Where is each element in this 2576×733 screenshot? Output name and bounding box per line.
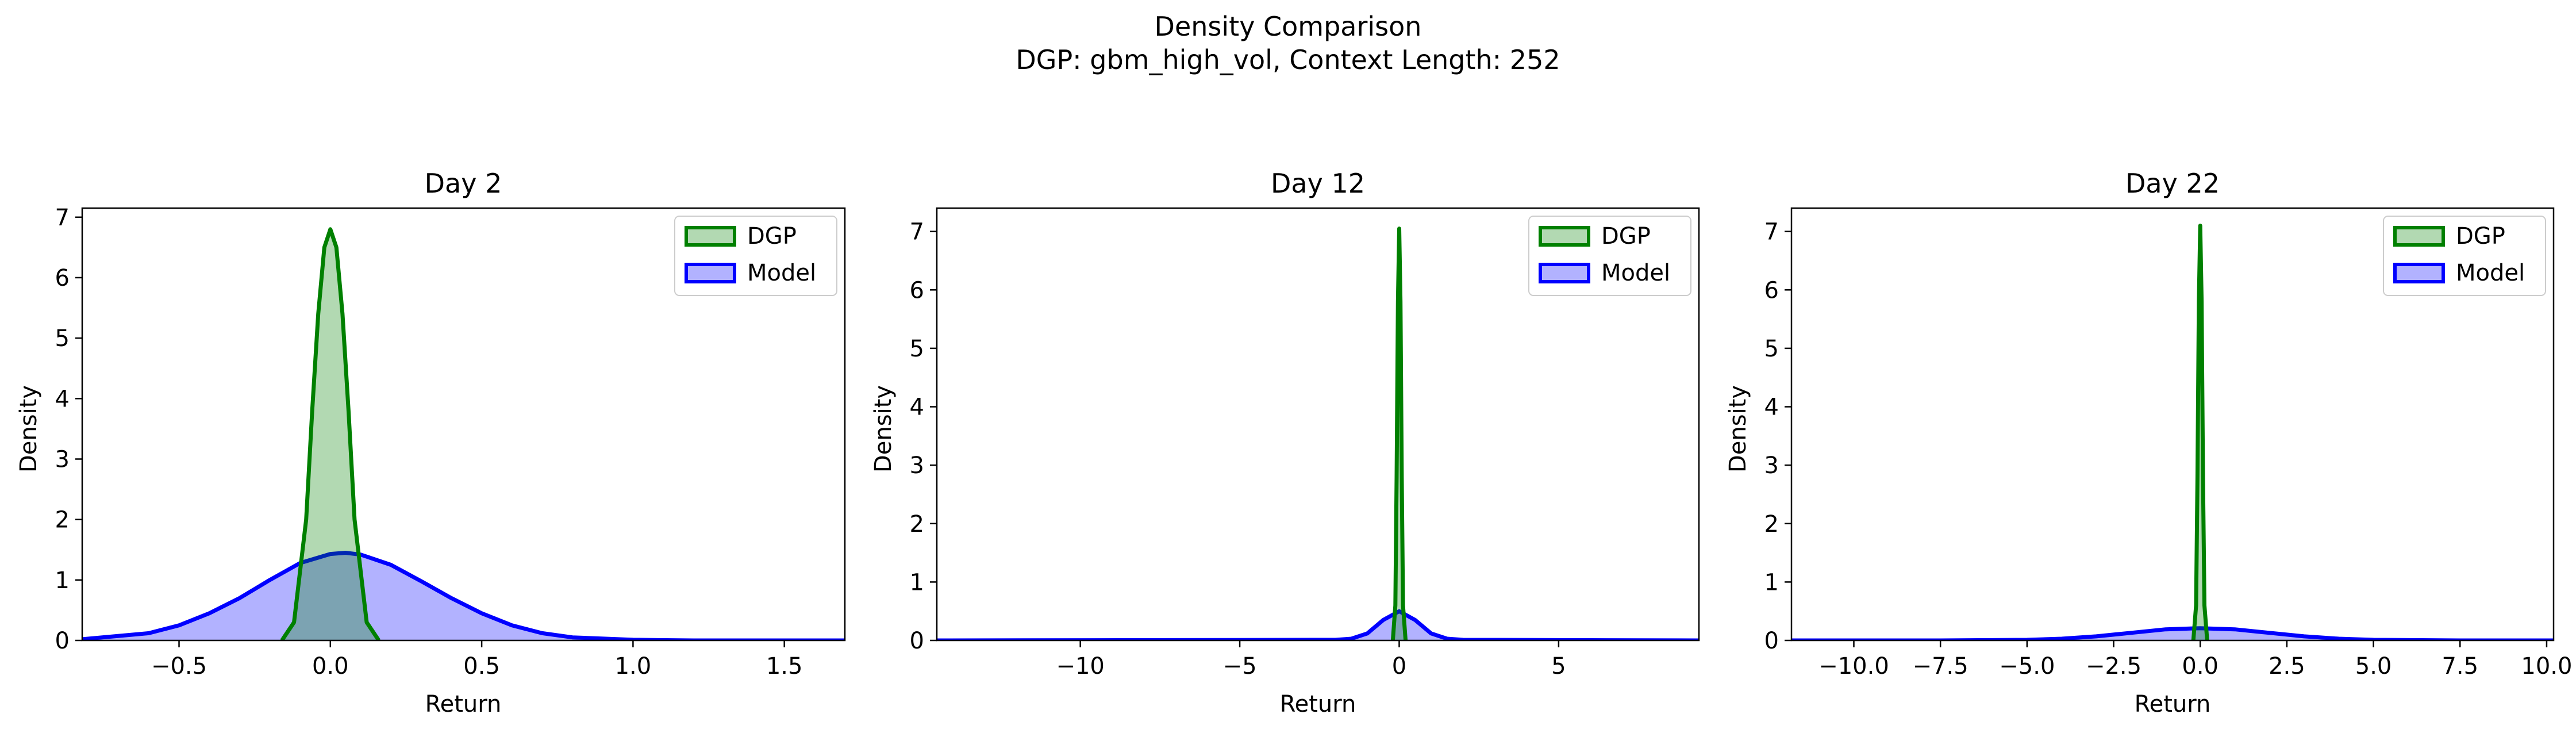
y-tick-label: 6 xyxy=(1764,277,1779,304)
y-tick-label: 1 xyxy=(55,567,70,594)
y-tick-label: 3 xyxy=(910,452,924,479)
y-tick-label: 7 xyxy=(55,205,70,231)
plot-area xyxy=(1791,224,2554,640)
y-tick-label: 4 xyxy=(1764,394,1779,421)
x-tick-label: 10.0 xyxy=(2521,653,2572,680)
density-line-model xyxy=(1791,626,2554,640)
y-tick-label: 2 xyxy=(55,507,70,534)
y-tick-label: 2 xyxy=(1764,511,1779,538)
density-line-model xyxy=(82,551,845,640)
density-fill-model xyxy=(937,611,1699,640)
legend-label-model: Model xyxy=(1601,260,1670,286)
y-tick-label: 5 xyxy=(910,336,924,362)
x-tick-label: −7.5 xyxy=(1913,653,1968,680)
y-tick-label: 0 xyxy=(1764,628,1779,654)
y-tick-label: 1 xyxy=(910,569,924,596)
axes-frame xyxy=(936,207,1700,642)
legend-swatch-dgp xyxy=(2393,226,2445,247)
legend-box xyxy=(674,216,837,296)
x-axis-label: Return xyxy=(1280,691,1356,717)
y-tick-label: 2 xyxy=(910,511,924,538)
subplot-day-22: Day 22 Return Density −10.0 −7.5 −5.0 −2.5 0… xyxy=(1725,168,2572,717)
y-tick-label: 6 xyxy=(910,277,924,304)
y-tick-label: 0 xyxy=(910,628,924,654)
x-tick-label: −5 xyxy=(1223,653,1257,680)
density-line-dgp xyxy=(1390,227,1408,640)
plot-area xyxy=(82,227,845,640)
legend: DGP Model xyxy=(2383,216,2546,296)
legend-label-dgp: DGP xyxy=(1601,223,1651,250)
x-tick-label: 7.5 xyxy=(2442,653,2478,680)
legend-label-dgp: DGP xyxy=(2456,223,2505,250)
y-tick-label: 4 xyxy=(910,394,924,421)
x-tick-label: 0.0 xyxy=(312,653,349,680)
y-tick-label: 3 xyxy=(55,446,70,473)
plot-area xyxy=(937,227,1699,640)
x-tick-label: −10.0 xyxy=(1818,653,1889,680)
subplot-day-2: Day 2 Return Density −0.5 0.0 0.5 1.0 1.5 0 1 2… xyxy=(16,168,846,717)
subplot-title: Day 22 xyxy=(2125,168,2220,199)
y-tick-label: 1 xyxy=(1764,569,1779,596)
x-axis-label: Return xyxy=(2135,691,2211,717)
subplot-title: Day 2 xyxy=(425,168,502,199)
density-line-dgp xyxy=(280,227,381,640)
y-tick-label: 5 xyxy=(1764,336,1779,362)
density-line-model xyxy=(937,609,1699,640)
legend-label-model: Model xyxy=(747,260,816,286)
density-fill-dgp xyxy=(282,229,379,640)
figure-title: Density Comparison xyxy=(1155,11,1422,42)
axes-frame xyxy=(1790,207,2555,642)
y-tick-label: 7 xyxy=(910,219,924,245)
axes-frame xyxy=(81,207,846,642)
x-tick-label: −0.5 xyxy=(151,653,207,680)
y-tick-label: 5 xyxy=(55,325,70,352)
x-tick-label: 2.5 xyxy=(2269,653,2305,680)
y-axis-label: Density xyxy=(870,385,897,473)
legend-swatch-model xyxy=(1539,263,1590,283)
x-axis-label: Return xyxy=(425,691,502,717)
density-line-dgp xyxy=(2191,224,2209,640)
x-tick-label: 5.0 xyxy=(2355,653,2392,680)
x-tick-label: 1.5 xyxy=(766,653,803,680)
legend-label-dgp: DGP xyxy=(747,223,797,250)
y-tick-label: 6 xyxy=(55,265,70,291)
density-fill-model xyxy=(1791,628,2554,640)
y-tick-label: 7 xyxy=(1764,219,1779,245)
y-tick-label: 0 xyxy=(55,628,70,654)
x-tick-label: −5.0 xyxy=(1999,653,2055,680)
figure-subtitle: DGP: gbm_high_vol, Context Length: 252 xyxy=(1016,44,1560,75)
legend: DGP Model xyxy=(1528,216,1691,296)
legend-swatch-dgp xyxy=(1539,226,1590,247)
y-tick-label: 4 xyxy=(55,386,70,412)
x-tick-label: −10 xyxy=(1056,653,1104,680)
density-fill-dgp xyxy=(1393,228,1406,640)
legend-swatch-dgp xyxy=(685,226,736,247)
x-tick-label: 0 xyxy=(1392,653,1406,680)
x-tick-label: −2.5 xyxy=(2086,653,2141,680)
x-tick-label: 5 xyxy=(1551,653,1566,680)
subplot-title: Day 12 xyxy=(1271,168,1365,199)
legend-label-model: Model xyxy=(2456,260,2525,286)
subplot-day-12: Day 12 Return Density −10 −5 0 5 0 1 2 3 4 5 6 7 DGP… xyxy=(870,168,1700,717)
legend-box xyxy=(1528,216,1691,296)
x-tick-label: 0.0 xyxy=(2182,653,2219,680)
density-fill-model xyxy=(82,552,845,640)
density-fill-dgp xyxy=(2193,225,2208,640)
x-tick-label: 1.0 xyxy=(615,653,652,680)
y-axis-label: Density xyxy=(16,385,42,473)
y-axis-label: Density xyxy=(1725,385,1751,473)
y-tick-label: 3 xyxy=(1764,452,1779,479)
legend-box xyxy=(2383,216,2546,296)
legend: DGP Model xyxy=(674,216,837,296)
legend-swatch-model xyxy=(685,263,736,283)
legend-swatch-model xyxy=(2393,263,2445,283)
x-tick-label: 0.5 xyxy=(463,653,500,680)
